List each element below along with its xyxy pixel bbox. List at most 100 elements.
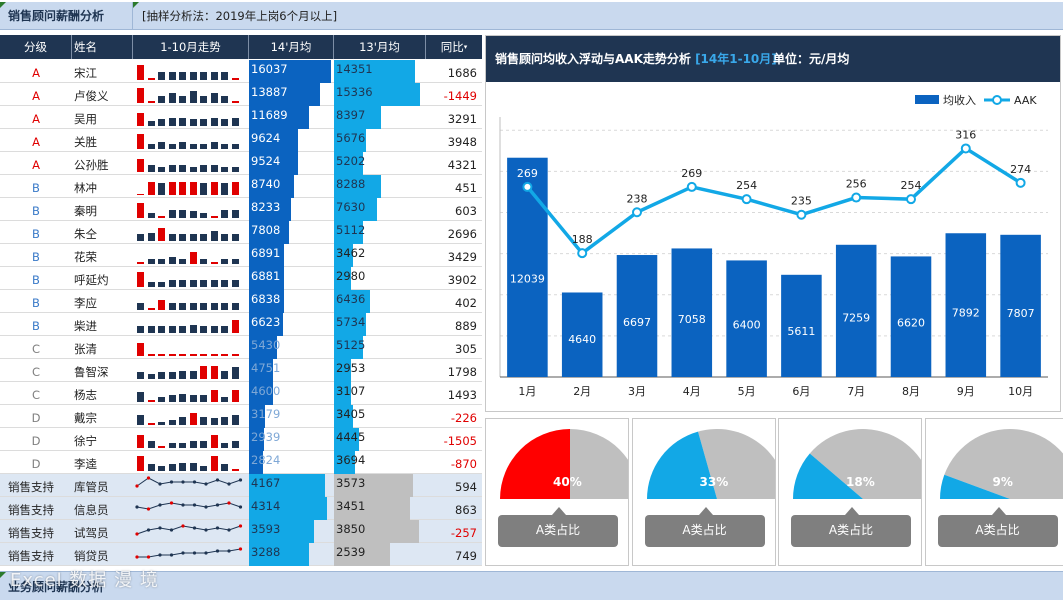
trend-cell bbox=[133, 497, 248, 520]
avg13-cell: 4445 bbox=[334, 428, 426, 451]
col-level[interactable]: 分级 bbox=[0, 35, 72, 59]
gauge-label: A类占比 bbox=[498, 507, 618, 547]
table-row[interactable]: A 吴用 11689 8397 3291 bbox=[0, 106, 482, 129]
table-row[interactable]: A 公孙胜 9524 5202 4321 bbox=[0, 152, 482, 175]
trend-mark bbox=[231, 259, 239, 264]
bar-value-label: 12039 bbox=[510, 272, 545, 285]
trend-mark bbox=[168, 372, 176, 379]
col-14[interactable]: 14'月均 bbox=[249, 35, 334, 59]
level-cell: C bbox=[31, 342, 41, 356]
avg13-cell: 5202 bbox=[334, 152, 426, 175]
trend-mark bbox=[189, 462, 197, 471]
table-row[interactable]: D 戴宗 3179 3405 -226 bbox=[0, 405, 482, 428]
yoy-cell: 305 bbox=[455, 342, 477, 356]
dept-cell: 销售支持 bbox=[8, 503, 54, 517]
avg14-value: 6881 bbox=[251, 269, 281, 283]
table-row[interactable]: B 呼延灼 6881 2980 3902 bbox=[0, 267, 482, 290]
yoy-cell: 4321 bbox=[447, 158, 477, 172]
avg14-cell: 8740 bbox=[249, 175, 333, 198]
avg14-bar: 4600 bbox=[249, 382, 280, 405]
table-row[interactable]: B 李应 6838 6436 402 bbox=[0, 290, 482, 313]
trend-cell bbox=[133, 451, 248, 474]
col-name[interactable]: 姓名 bbox=[72, 35, 133, 59]
name-cell: 徐宁 bbox=[74, 434, 97, 448]
table-row[interactable]: B 柴进 6623 5734 889 bbox=[0, 313, 482, 336]
trend-mark bbox=[221, 167, 228, 172]
trend-line-path bbox=[136, 502, 241, 510]
avg13-value: 2539 bbox=[336, 545, 366, 559]
col-13[interactable]: 13'月均 bbox=[334, 35, 426, 59]
table-row[interactable]: C 杨志 4600 3107 1493 bbox=[0, 382, 482, 405]
avg14-value: 6838 bbox=[251, 292, 281, 306]
trend-mark bbox=[168, 443, 176, 448]
avg14-value: 5430 bbox=[251, 338, 281, 352]
col-yoy[interactable]: 同比▾ bbox=[426, 35, 482, 59]
avg14-bar: 6623 bbox=[249, 313, 283, 336]
gauge-label: A类占比 bbox=[644, 507, 765, 547]
table-row[interactable]: D 徐宁 2939 4445 -1505 bbox=[0, 428, 482, 451]
avg13-cell: 5125 bbox=[334, 336, 426, 359]
trend-mark bbox=[158, 167, 165, 172]
avg14-bar: 16037 bbox=[249, 60, 331, 83]
gauge-dial bbox=[939, 429, 1063, 499]
avg13-bar: 3694 bbox=[334, 451, 365, 474]
level-cell: D bbox=[31, 434, 41, 448]
trend-mark bbox=[189, 252, 197, 264]
trend-mark bbox=[158, 71, 165, 80]
trend-point bbox=[238, 478, 243, 482]
table-row[interactable]: B 花荣 6891 3462 3429 bbox=[0, 244, 482, 267]
table-row[interactable]: D 李逵 2824 3694 -870 bbox=[0, 451, 482, 474]
yoy-cell: 749 bbox=[455, 549, 477, 563]
avg14-bar: 3288 bbox=[249, 543, 309, 566]
table-row[interactable]: C 鲁智深 4751 2953 1798 bbox=[0, 359, 482, 382]
bar-3 bbox=[616, 255, 658, 377]
table-row[interactable]: A 宋江 16037 14351 1686 bbox=[0, 60, 482, 83]
table-row[interactable]: B 秦明 8233 7630 603 bbox=[0, 198, 482, 221]
support-row[interactable]: 销售支持 销贷员 3288 2539 749 bbox=[0, 543, 482, 566]
name-cell: 李应 bbox=[74, 296, 97, 310]
table-header: 分级 姓名 1-10月走势 14'月均 13'月均 同比▾ bbox=[0, 35, 482, 59]
trend-mark bbox=[147, 374, 155, 379]
support-row[interactable]: 销售支持 试驾员 3593 3850 -257 bbox=[0, 520, 482, 543]
trend-mark bbox=[210, 71, 218, 80]
trend-mark bbox=[137, 158, 144, 172]
table-row[interactable]: B 朱仝 7808 5112 2696 bbox=[0, 221, 482, 244]
filter-icon[interactable]: ▾ bbox=[463, 43, 468, 51]
avg14-cell: 9624 bbox=[249, 129, 333, 152]
table-row[interactable]: A 卢俊义 13887 15336 -1449 bbox=[0, 83, 482, 106]
trend-point bbox=[169, 553, 174, 557]
name-cell: 呼延灼 bbox=[74, 273, 109, 287]
trend-mark bbox=[189, 280, 197, 287]
x-tick-label: 9月 bbox=[957, 385, 975, 398]
avg13-cell: 2539 bbox=[334, 543, 426, 566]
trend-mark bbox=[158, 216, 165, 218]
table-row[interactable]: A 关胜 9624 5676 3948 bbox=[0, 129, 482, 152]
avg14-bar: 9624 bbox=[249, 129, 299, 152]
trend-mark bbox=[147, 165, 155, 172]
avg14-cell: 7808 bbox=[249, 221, 333, 244]
avg13-value: 3462 bbox=[336, 246, 366, 260]
table-row[interactable]: C 张清 5430 5125 305 bbox=[0, 336, 482, 359]
x-tick-label: 7月 bbox=[847, 385, 865, 398]
aak-point bbox=[741, 194, 752, 205]
trend-mark bbox=[189, 234, 197, 241]
avg13-bar: 2539 bbox=[334, 543, 390, 566]
col-trend[interactable]: 1-10月走势 bbox=[133, 35, 249, 59]
trend-mark bbox=[221, 443, 228, 448]
avg13-bar: 3405 bbox=[334, 405, 365, 428]
support-row[interactable]: 销售支持 信息员 4314 3451 863 bbox=[0, 497, 482, 520]
support-row[interactable]: 销售支持 库管员 4167 3573 594 bbox=[0, 474, 482, 497]
trend-mark bbox=[179, 280, 186, 287]
trend-cell bbox=[133, 359, 248, 382]
avg13-cell: 3107 bbox=[334, 382, 426, 405]
trend-line-path bbox=[137, 548, 241, 558]
trend-mark bbox=[137, 65, 144, 80]
avg14-cell: 8233 bbox=[249, 198, 333, 221]
avg14-value: 11689 bbox=[251, 108, 288, 122]
table-row[interactable]: B 林冲 8740 8288 451 bbox=[0, 175, 482, 198]
avg13-cell: 8397 bbox=[334, 106, 426, 129]
avg14-cell: 3179 bbox=[249, 405, 333, 428]
aak-value-label: 256 bbox=[846, 178, 867, 191]
trend-mark bbox=[231, 167, 239, 172]
trend-mark bbox=[137, 88, 144, 103]
